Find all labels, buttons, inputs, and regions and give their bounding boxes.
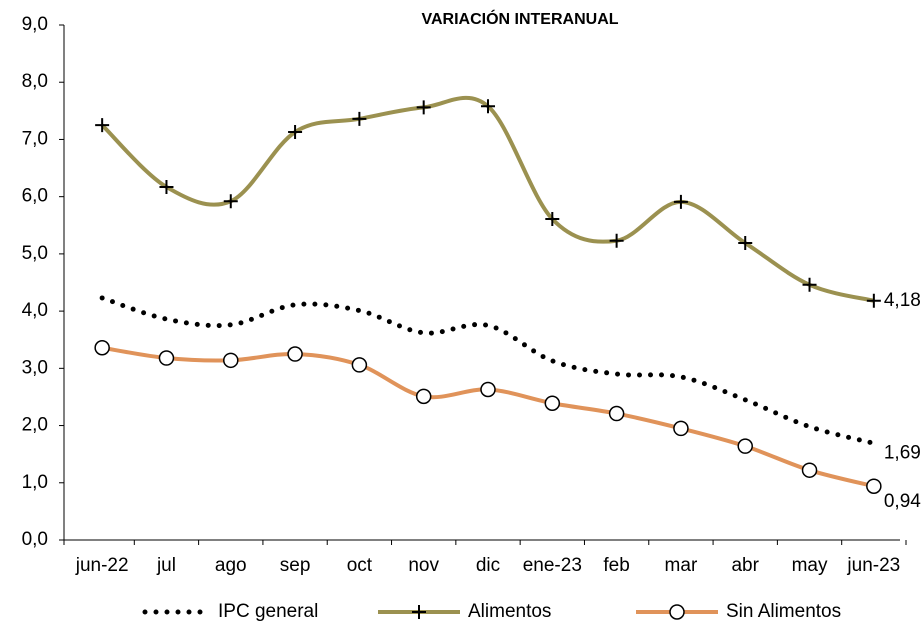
- plus: [609, 233, 624, 248]
- point-marker: [95, 118, 110, 133]
- value-label: 0,94: [884, 491, 921, 512]
- x-tick-label: ene-23: [523, 555, 582, 576]
- point-marker: [288, 125, 303, 140]
- y-tick-label: 1,0: [22, 472, 48, 493]
- point-marker: [223, 194, 238, 209]
- x-tick-label: abr: [731, 555, 759, 576]
- y-tick-label: 3,0: [22, 357, 48, 378]
- y-tick-label: 0,0: [22, 529, 48, 550]
- point-marker: [866, 478, 882, 494]
- plus: [545, 211, 560, 226]
- point-marker: [351, 357, 368, 373]
- legend-marker: [669, 604, 685, 620]
- plus: [159, 179, 174, 194]
- x-tick-label: sep: [280, 555, 311, 576]
- point-marker: [737, 438, 753, 454]
- x-tick-label: feb: [603, 555, 629, 576]
- plus: [673, 194, 688, 209]
- point-marker: [609, 233, 624, 248]
- plus: [288, 125, 303, 140]
- point-marker: [480, 381, 496, 398]
- point-marker: [352, 111, 367, 126]
- legend-marker: [412, 605, 426, 619]
- y-tick-label: 7,0: [22, 128, 48, 149]
- x-tick-label: jul: [156, 555, 176, 576]
- series-line: [99, 295, 877, 446]
- y-tick-label: 8,0: [22, 71, 48, 92]
- plus: [352, 111, 367, 126]
- value-label: 1,69: [884, 442, 921, 463]
- point-marker: [287, 346, 303, 362]
- x-tick-label: jun-22: [75, 555, 129, 576]
- plus: [416, 100, 431, 115]
- y-tick-label: 6,0: [22, 186, 48, 207]
- series-line: [101, 345, 875, 489]
- series-line: [100, 95, 875, 303]
- plus: [223, 194, 238, 209]
- legend-label: Alimentos: [468, 601, 551, 622]
- y-tick-label: 2,0: [22, 415, 48, 436]
- point-marker: [801, 462, 818, 478]
- point-marker: [866, 293, 881, 308]
- point-marker: [608, 405, 625, 422]
- point-marker: [223, 352, 239, 369]
- point-marker: [158, 350, 175, 366]
- point-marker: [544, 395, 561, 411]
- legend-label: Sin Alimentos: [726, 601, 841, 622]
- plus: [412, 605, 426, 619]
- x-tick-label: may: [792, 555, 828, 576]
- plus: [738, 236, 753, 251]
- x-tick-label: ago: [215, 555, 247, 576]
- plus: [802, 277, 817, 292]
- point-marker: [159, 179, 174, 194]
- x-tick-label: nov: [408, 555, 439, 576]
- point-marker: [673, 194, 688, 209]
- plus: [481, 99, 495, 114]
- x-tick-label: oct: [347, 555, 373, 576]
- y-tick-label: 9,0: [22, 14, 48, 35]
- point-marker: [415, 388, 432, 405]
- x-tick-label: jun-23: [846, 555, 900, 576]
- plus: [95, 118, 110, 133]
- y-tick-label: 4,0: [22, 300, 48, 321]
- chart-title: VARIACIÓN INTERANUAL: [421, 9, 618, 28]
- value-label: 4,18: [884, 290, 921, 311]
- x-tick-label: mar: [665, 555, 698, 576]
- point-marker: [738, 236, 753, 251]
- plus: [866, 293, 881, 308]
- point-marker: [802, 277, 817, 292]
- point-marker: [545, 211, 560, 226]
- legend-label: IPC general: [218, 601, 318, 622]
- point-marker: [673, 420, 689, 437]
- x-tick-label: dic: [476, 555, 500, 576]
- y-tick-label: 5,0: [22, 243, 48, 264]
- point-marker: [416, 100, 431, 115]
- point-marker: [94, 339, 110, 356]
- point-marker: [481, 99, 495, 114]
